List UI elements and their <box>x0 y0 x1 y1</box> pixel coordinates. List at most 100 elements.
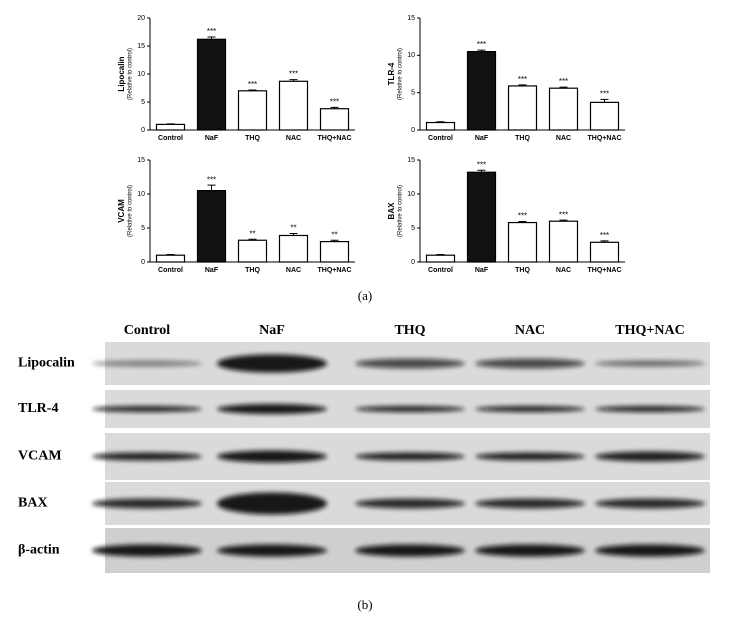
significance-label: ** <box>331 230 337 239</box>
y-tick-label: 10 <box>407 52 415 59</box>
bar <box>278 234 309 263</box>
error-bar <box>559 219 568 222</box>
blot-band <box>217 354 327 373</box>
y-axis-label: Lipocalin <box>117 56 126 91</box>
significance-label: *** <box>289 70 298 79</box>
blot-band <box>92 406 202 412</box>
x-tick-label: THQ <box>515 267 530 274</box>
y-tick-label: 5 <box>411 90 415 97</box>
y-tick-label: 0 <box>141 127 145 134</box>
significance-label: *** <box>600 231 609 240</box>
significance-label: *** <box>207 27 216 36</box>
significance-label: *** <box>477 160 486 169</box>
bar <box>425 121 456 131</box>
error-bar <box>166 254 175 256</box>
blot-band <box>92 544 202 557</box>
y-axis-note: (Relative to control) <box>128 48 134 100</box>
x-tick-label: THQ+NAC <box>317 267 351 274</box>
blot-band <box>217 450 327 463</box>
significance-label: *** <box>559 77 568 86</box>
bar <box>466 171 497 263</box>
blot-band <box>217 492 327 515</box>
y-axis-note: (Relative to control) <box>398 48 404 100</box>
error-bar <box>330 106 339 109</box>
y-axis-note: (Relative to control) <box>128 185 134 237</box>
significance-label: *** <box>559 210 568 219</box>
bar <box>319 241 350 263</box>
y-tick-label: 15 <box>407 15 415 22</box>
y-tick-label: 0 <box>141 259 145 266</box>
blot-band <box>475 406 585 412</box>
blot-band <box>475 452 585 461</box>
blot-band <box>217 544 327 557</box>
x-tick-label: NaF <box>205 267 219 274</box>
blot-band <box>475 358 585 369</box>
blot-band <box>355 498 465 509</box>
blot-band <box>595 544 705 557</box>
x-tick-label: NAC <box>286 135 301 142</box>
error-bar <box>600 98 609 103</box>
bar <box>589 101 620 131</box>
x-tick-label: NaF <box>205 135 219 142</box>
y-axis-label: VCAM <box>117 199 126 223</box>
western-blot: Control NaF THQ NAC THQ+NAC Lipocalin TLR-4 VCA… <box>18 323 710 573</box>
error-bar <box>166 123 175 125</box>
significance-label: *** <box>600 89 609 98</box>
y-tick-label: 10 <box>137 191 145 198</box>
significance-label: ** <box>249 229 255 238</box>
error-bar <box>248 89 257 91</box>
x-tick-label: Control <box>158 267 183 274</box>
bar <box>155 123 186 131</box>
bar <box>466 50 497 131</box>
blot-row-label: β-actin <box>18 543 60 558</box>
blot-row-label: Lipocalin <box>18 356 75 371</box>
bar <box>589 241 620 263</box>
x-tick-label: NAC <box>556 135 571 142</box>
significance-label: *** <box>248 80 257 89</box>
x-tick-label: Control <box>428 267 453 274</box>
x-tick-label: THQ+NAC <box>317 135 351 142</box>
significance-label: ** <box>290 224 296 233</box>
y-axis-note: (Relative to control) <box>398 185 404 237</box>
blot-band <box>92 452 202 461</box>
x-tick-label: THQ+NAC <box>587 135 621 142</box>
y-tick-label: 0 <box>411 127 415 134</box>
bar <box>155 254 186 263</box>
bar <box>507 85 538 131</box>
blot-band <box>217 404 327 414</box>
error-bar <box>330 239 339 242</box>
x-tick-label: Control <box>158 135 183 142</box>
bar <box>548 87 579 131</box>
x-tick-label: NAC <box>286 267 301 274</box>
y-tick-label: 20 <box>137 15 145 22</box>
y-axis-label: BAX <box>387 202 396 220</box>
error-bar <box>477 169 486 173</box>
x-tick-label: NAC <box>556 267 571 274</box>
bar <box>196 38 227 131</box>
blot-band <box>355 544 465 557</box>
x-tick-label: NaF <box>475 135 489 142</box>
error-bar <box>600 240 609 243</box>
significance-label: *** <box>207 175 216 184</box>
error-bar <box>477 49 486 52</box>
error-bar <box>518 84 527 86</box>
bar <box>196 190 227 263</box>
blot-band <box>475 544 585 557</box>
error-bar <box>289 232 298 236</box>
x-tick-label: THQ <box>245 135 260 142</box>
y-tick-label: 10 <box>407 191 415 198</box>
blot-band <box>92 498 202 509</box>
blot-column-label: Control <box>124 323 171 338</box>
blot-band <box>92 360 202 367</box>
blot-band <box>355 406 465 412</box>
y-tick-label: 15 <box>407 157 415 164</box>
blot-row-label: TLR-4 <box>18 401 58 416</box>
x-tick-label: THQ <box>245 267 260 274</box>
y-tick-label: 5 <box>141 225 145 232</box>
y-tick-label: 5 <box>411 225 415 232</box>
blot-column-label: THQ+NAC <box>615 323 684 338</box>
y-tick-label: 0 <box>411 259 415 266</box>
bar <box>425 254 456 263</box>
bar <box>278 80 309 131</box>
